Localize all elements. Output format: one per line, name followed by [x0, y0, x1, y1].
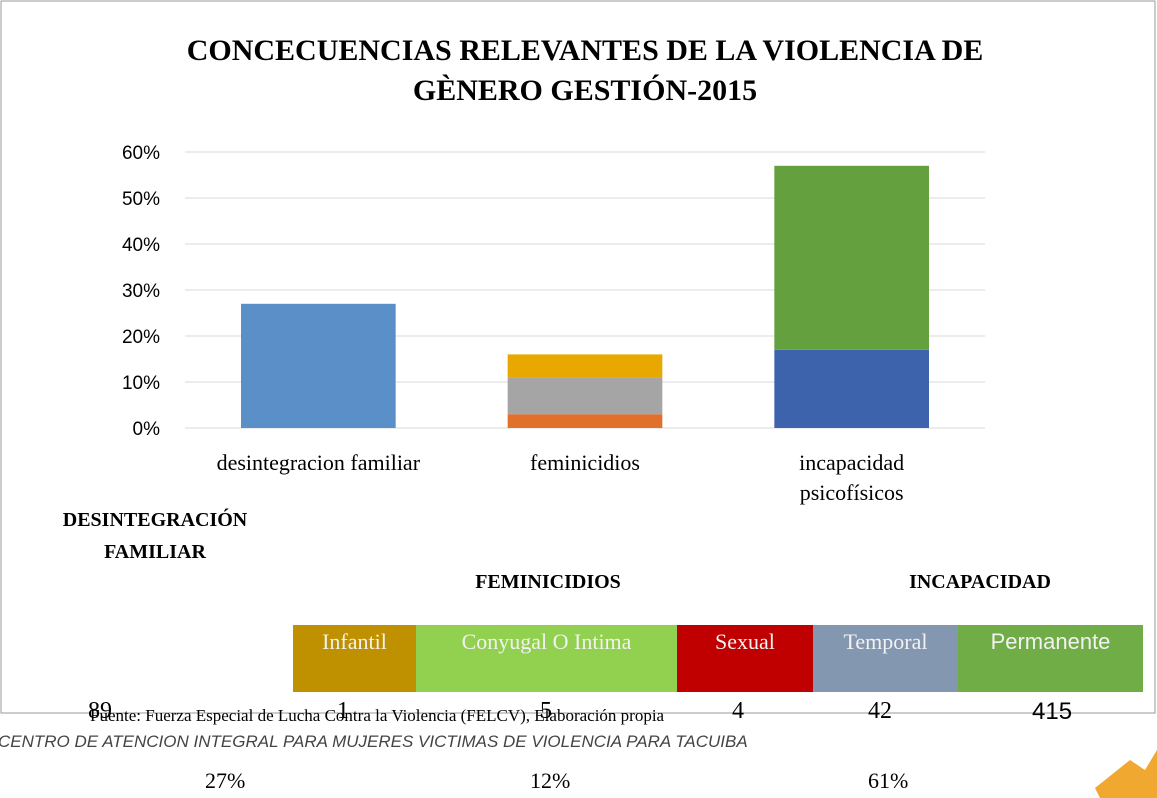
table-header-cell: Conyugal O Intima	[416, 625, 677, 692]
y-tick-label: 40%	[122, 235, 160, 256]
bar-segment	[241, 303, 396, 428]
y-tick-label: 10%	[122, 373, 160, 394]
logo	[1095, 750, 1157, 798]
table-header-cell: Sexual	[677, 625, 813, 692]
y-tick-label: 60%	[122, 143, 160, 164]
count: 1	[337, 698, 349, 724]
y-tick-label: 30%	[122, 281, 160, 302]
x-tick-label: desintegracion familiar	[216, 450, 421, 475]
percentage: 12%	[530, 768, 571, 793]
y-tick-label: 0%	[133, 419, 161, 440]
table-header-cell: Permanente	[958, 625, 1143, 692]
footer: CENTRO DE ATENCION INTEGRAL PARA MUJERES…	[0, 732, 748, 751]
source: Fuente: Fuerza Especial de Lucha Contra …	[90, 706, 665, 725]
chart-border	[0, 0, 1156, 714]
bar-segment	[507, 377, 663, 415]
chart-title: CONCECUENCIAS RELEVANTES DE LA VIOLENCIA…	[187, 34, 984, 67]
count: 42	[868, 698, 892, 724]
count: 4	[732, 698, 744, 724]
section-heading: FEMINICIDIOS	[475, 571, 621, 593]
count: 415	[1032, 698, 1073, 725]
count: 89	[88, 698, 112, 724]
chart-title: GÈNERO GESTIÓN-2015	[413, 74, 757, 107]
y-tick-label: 50%	[122, 189, 160, 210]
bar-segment	[774, 165, 929, 350]
section-heading: DESINTEGRACIÓN FAMILIAR	[62, 509, 248, 563]
bar-segment	[507, 414, 663, 428]
table-header-cell: Temporal	[813, 625, 958, 692]
count: 5	[540, 698, 552, 724]
percentage: 61%	[868, 768, 909, 793]
bar-segment	[774, 349, 929, 428]
table-header-cell: Infantil	[293, 625, 416, 692]
x-tick-label: incapacidad psicofísicos	[799, 450, 905, 505]
percentage: 27%	[205, 768, 246, 793]
x-tick-label: feminicidios	[530, 450, 640, 475]
section-heading: INCAPACIDAD	[909, 571, 1051, 593]
bar-segment	[507, 354, 663, 378]
y-tick-label: 20%	[122, 327, 160, 348]
